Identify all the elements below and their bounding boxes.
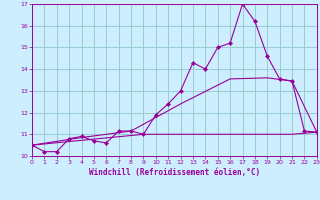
- X-axis label: Windchill (Refroidissement éolien,°C): Windchill (Refroidissement éolien,°C): [89, 168, 260, 177]
